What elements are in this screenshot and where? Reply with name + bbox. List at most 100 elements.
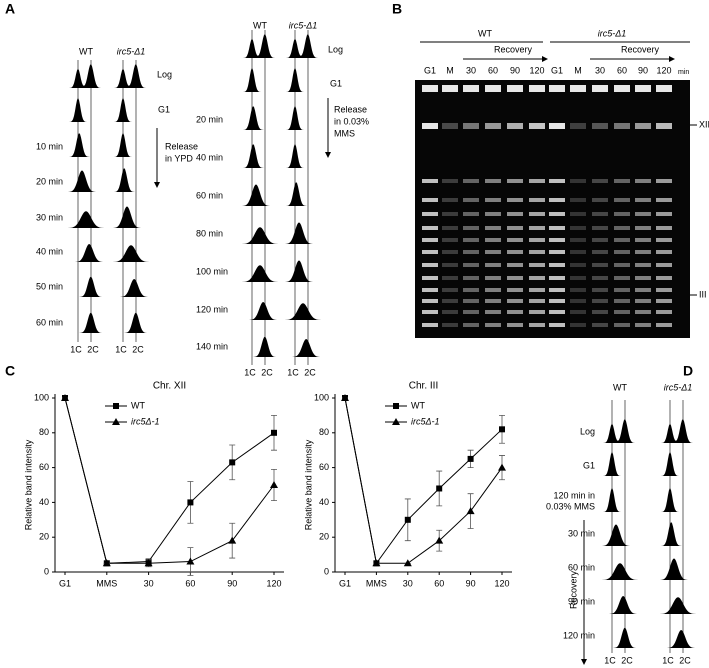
- annotation: MMS: [334, 128, 355, 138]
- panel-label: A: [5, 1, 15, 17]
- band: [549, 238, 565, 242]
- band: [442, 198, 458, 202]
- histogram: [600, 524, 640, 546]
- band: [529, 212, 545, 216]
- band: [422, 212, 438, 216]
- marker: [187, 499, 194, 506]
- band: [442, 299, 458, 303]
- column-label: irc5-Δ1: [664, 382, 693, 392]
- band: [549, 299, 565, 303]
- y-tick-label: 60: [319, 462, 329, 472]
- legend-label: WT: [131, 400, 145, 410]
- x-tick-label: 30: [403, 578, 413, 588]
- lane-label: 120: [656, 65, 671, 75]
- row-label: 100 min: [196, 266, 228, 276]
- band: [422, 250, 438, 254]
- recovery-label: Recovery: [568, 570, 578, 609]
- band: [529, 288, 545, 292]
- marker: [271, 429, 277, 436]
- band: [549, 310, 565, 314]
- band: [485, 198, 501, 202]
- axis-label: 2C: [621, 655, 633, 665]
- histogram: [658, 488, 698, 512]
- band: [422, 179, 438, 183]
- band: [507, 123, 523, 129]
- band: [614, 276, 630, 280]
- band: [635, 198, 651, 202]
- band: [485, 288, 501, 292]
- legend-label: WT: [411, 400, 425, 410]
- band: [529, 310, 545, 314]
- x-tick-label: 120: [494, 578, 509, 588]
- band: [529, 299, 545, 303]
- histogram: [600, 563, 640, 580]
- histogram: [240, 265, 280, 282]
- band: [592, 310, 608, 314]
- well: [485, 85, 501, 92]
- band: [442, 288, 458, 292]
- band: [422, 276, 438, 280]
- band: [635, 212, 651, 216]
- annotation: in YPD: [165, 153, 193, 163]
- band: [422, 198, 438, 202]
- band: [656, 212, 672, 216]
- histogram: [600, 627, 640, 648]
- band: [463, 263, 479, 267]
- band: [422, 263, 438, 267]
- band: [442, 310, 458, 314]
- band: [592, 179, 608, 183]
- band: [549, 212, 565, 216]
- band: [549, 323, 565, 327]
- band: [635, 288, 651, 292]
- row-label: 30 min: [568, 528, 595, 538]
- column-label: WT: [613, 382, 627, 392]
- band: [592, 276, 608, 280]
- column-label: irc5-Δ1: [117, 46, 146, 56]
- row-label: 80 min: [196, 228, 223, 238]
- band: [592, 299, 608, 303]
- row-label: Log: [157, 69, 172, 79]
- band: [592, 288, 608, 292]
- well: [507, 85, 523, 92]
- band: [463, 198, 479, 202]
- well: [592, 85, 608, 92]
- band-label: XII: [699, 119, 709, 129]
- histogram: [283, 144, 323, 168]
- band: [635, 323, 651, 327]
- axis-label: 1C: [662, 655, 674, 665]
- band: [507, 198, 523, 202]
- series-line: [344, 397, 503, 564]
- lane-label: 60: [488, 65, 498, 75]
- histogram: [240, 106, 280, 130]
- marker: [144, 559, 153, 567]
- band: [422, 288, 438, 292]
- histogram: [283, 106, 323, 130]
- band: [549, 250, 565, 254]
- histogram: [283, 182, 323, 206]
- well: [570, 85, 586, 92]
- band: [507, 276, 523, 280]
- histogram: [240, 227, 280, 244]
- marker: [435, 536, 444, 544]
- x-tick-label: 90: [227, 578, 237, 588]
- legend-label: irc5Δ-1: [131, 416, 160, 426]
- well: [614, 85, 630, 92]
- band: [463, 310, 479, 314]
- x-tick-label: 120: [266, 578, 281, 588]
- series-line: [64, 397, 275, 564]
- panel-label: C: [5, 363, 15, 379]
- y-tick-label: 100: [34, 392, 49, 402]
- band: [592, 123, 608, 129]
- band: [570, 276, 586, 280]
- band: [529, 276, 545, 280]
- band: [463, 238, 479, 242]
- band: [635, 250, 651, 254]
- band: [570, 179, 586, 183]
- x-tick-label: G1: [339, 578, 351, 588]
- band: [635, 238, 651, 242]
- band: [463, 179, 479, 183]
- lane-label: 120: [529, 65, 544, 75]
- y-axis-label: Relative band intensity: [23, 439, 33, 530]
